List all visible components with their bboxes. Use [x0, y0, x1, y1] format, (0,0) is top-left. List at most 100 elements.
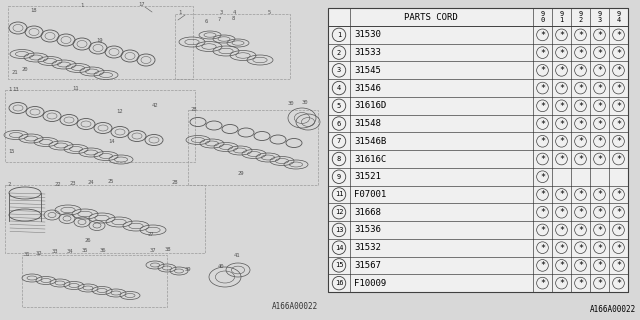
- Text: *: *: [616, 31, 621, 40]
- Text: PARTS CORD: PARTS CORD: [404, 12, 458, 21]
- Text: *: *: [578, 84, 583, 93]
- Text: 31533: 31533: [354, 48, 381, 57]
- Text: *: *: [578, 49, 583, 58]
- Text: *: *: [597, 208, 602, 217]
- Text: 15: 15: [8, 149, 15, 154]
- Text: 27: 27: [148, 232, 154, 237]
- Text: *: *: [559, 137, 564, 146]
- Text: *: *: [616, 137, 621, 146]
- Text: *: *: [540, 120, 545, 129]
- Text: 21: 21: [12, 70, 19, 75]
- Text: 11: 11: [72, 86, 79, 91]
- Text: *: *: [597, 190, 602, 199]
- Text: *: *: [559, 49, 564, 58]
- Text: 37: 37: [150, 248, 157, 253]
- Text: *: *: [597, 155, 602, 164]
- Text: 31532: 31532: [354, 243, 381, 252]
- Text: *: *: [597, 102, 602, 111]
- Text: 7: 7: [218, 17, 221, 22]
- Text: 20: 20: [22, 67, 29, 72]
- Text: 2: 2: [337, 50, 341, 56]
- Text: *: *: [616, 261, 621, 270]
- Text: *: *: [616, 190, 621, 199]
- Text: 3: 3: [220, 10, 223, 15]
- Bar: [22, 255, 167, 307]
- Text: *: *: [559, 120, 564, 129]
- Text: 2: 2: [8, 182, 12, 187]
- Text: *: *: [559, 226, 564, 235]
- Text: 14: 14: [108, 139, 115, 144]
- Text: 4: 4: [233, 10, 236, 15]
- Text: 8: 8: [232, 16, 236, 21]
- Text: *: *: [559, 190, 564, 199]
- Text: 3: 3: [337, 67, 341, 73]
- Text: 5: 5: [337, 103, 341, 109]
- Text: 35: 35: [82, 248, 88, 253]
- Text: *: *: [597, 226, 602, 235]
- Text: F07001: F07001: [354, 190, 387, 199]
- Text: *: *: [540, 226, 545, 235]
- Text: *: *: [578, 137, 583, 146]
- Text: *: *: [597, 66, 602, 75]
- Text: *: *: [540, 137, 545, 146]
- Text: *: *: [616, 120, 621, 129]
- Text: 30: 30: [302, 100, 308, 105]
- Text: *: *: [559, 279, 564, 288]
- Text: *: *: [578, 66, 583, 75]
- Text: 9
0: 9 0: [540, 11, 545, 23]
- Text: 34: 34: [67, 249, 74, 254]
- Text: *: *: [559, 261, 564, 270]
- Text: 28: 28: [191, 107, 198, 112]
- Text: 13: 13: [12, 87, 19, 92]
- Text: *: *: [616, 226, 621, 235]
- Text: 32: 32: [36, 251, 42, 256]
- Text: F10009: F10009: [354, 279, 387, 288]
- Text: *: *: [540, 155, 545, 164]
- Text: *: *: [616, 279, 621, 288]
- Text: *: *: [597, 49, 602, 58]
- Text: 31546B: 31546B: [354, 137, 387, 146]
- Text: *: *: [578, 208, 583, 217]
- Text: *: *: [540, 261, 545, 270]
- Text: 36: 36: [100, 248, 106, 253]
- Text: 24: 24: [88, 180, 95, 185]
- Text: 33: 33: [52, 249, 58, 254]
- Text: 12: 12: [116, 109, 122, 114]
- Text: A166A00022: A166A00022: [272, 302, 318, 311]
- Text: *: *: [597, 120, 602, 129]
- Text: *: *: [597, 244, 602, 253]
- Text: *: *: [578, 244, 583, 253]
- Text: 31530: 31530: [354, 30, 381, 39]
- Text: *: *: [616, 102, 621, 111]
- Text: 14: 14: [335, 245, 343, 251]
- Text: *: *: [559, 102, 564, 111]
- Text: 39: 39: [185, 267, 191, 272]
- Text: 31548: 31548: [354, 119, 381, 128]
- Text: 12: 12: [335, 209, 343, 215]
- Text: 28: 28: [172, 180, 179, 185]
- Text: 1: 1: [337, 32, 341, 38]
- Text: 18: 18: [30, 8, 36, 13]
- Text: 15: 15: [335, 262, 343, 268]
- Text: 31546: 31546: [354, 84, 381, 92]
- Text: *: *: [540, 49, 545, 58]
- Text: *: *: [578, 279, 583, 288]
- Text: *: *: [559, 31, 564, 40]
- Text: 9: 9: [337, 174, 341, 180]
- Text: 42: 42: [152, 103, 159, 108]
- Bar: [8, 6, 193, 79]
- Text: 31567: 31567: [354, 261, 381, 270]
- Text: 19: 19: [96, 38, 102, 43]
- Text: *: *: [540, 66, 545, 75]
- Text: *: *: [616, 155, 621, 164]
- Text: *: *: [616, 66, 621, 75]
- Text: 30: 30: [288, 101, 294, 106]
- Text: A166A00022: A166A00022: [589, 305, 636, 314]
- Text: *: *: [559, 66, 564, 75]
- Text: 31536: 31536: [354, 225, 381, 235]
- Text: 1: 1: [178, 10, 181, 15]
- Text: 26: 26: [85, 238, 92, 243]
- Text: 31521: 31521: [354, 172, 381, 181]
- Text: 31668: 31668: [354, 208, 381, 217]
- Text: 22: 22: [55, 182, 61, 187]
